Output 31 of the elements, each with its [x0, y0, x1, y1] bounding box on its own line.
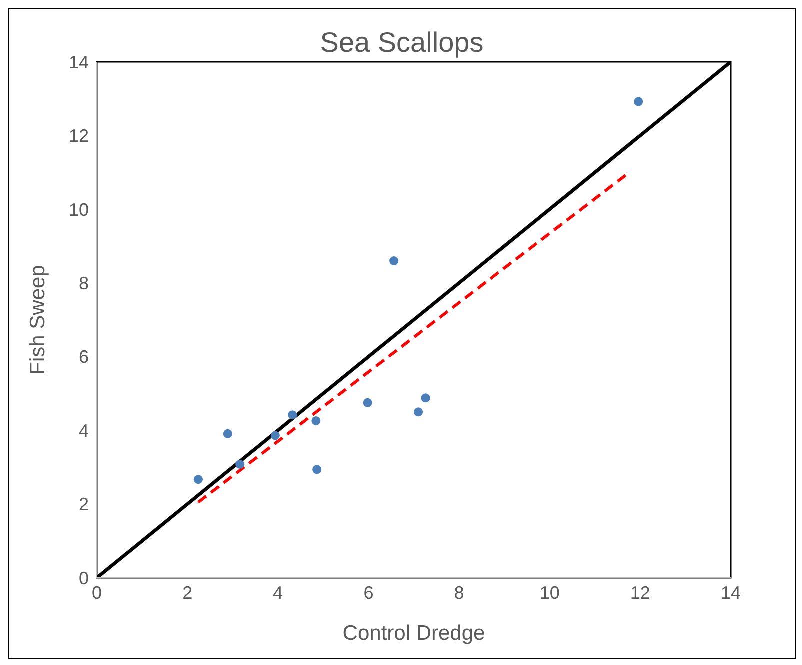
point — [288, 410, 298, 420]
x-tick-label: 8 — [454, 582, 464, 603]
y-tick-label: 4 — [78, 420, 89, 441]
x-tick-label: 14 — [720, 582, 742, 603]
chart-title: Sea Scallops — [320, 27, 484, 58]
point — [312, 465, 322, 474]
point — [270, 431, 280, 440]
point — [363, 398, 372, 408]
y-tick-label: 6 — [78, 347, 89, 368]
y-tick-label: 12 — [68, 126, 89, 146]
y-tick-label: 0 — [78, 568, 89, 588]
point — [236, 460, 245, 469]
x-tick-label: 4 — [273, 582, 284, 603]
y-axis-title: Fish Sweep — [26, 265, 50, 375]
x-tick-label: 2 — [182, 582, 193, 603]
point — [390, 256, 399, 266]
point — [312, 416, 321, 426]
x-tick-label: 12 — [630, 582, 650, 603]
x-tick-label: 0 — [92, 582, 102, 603]
y-tick-label: 8 — [78, 274, 89, 294]
x-tick-label: 10 — [540, 582, 560, 603]
point — [421, 394, 430, 403]
y-tick-label: 10 — [68, 200, 89, 220]
y-tick-label: 14 — [68, 52, 89, 72]
x-axis-title: Control Dredge — [342, 622, 486, 645]
point — [634, 97, 644, 106]
point — [414, 408, 424, 417]
y-tick-label: 2 — [78, 494, 89, 515]
point — [223, 429, 232, 438]
point — [194, 475, 203, 484]
x-tick-label: 6 — [364, 582, 374, 603]
